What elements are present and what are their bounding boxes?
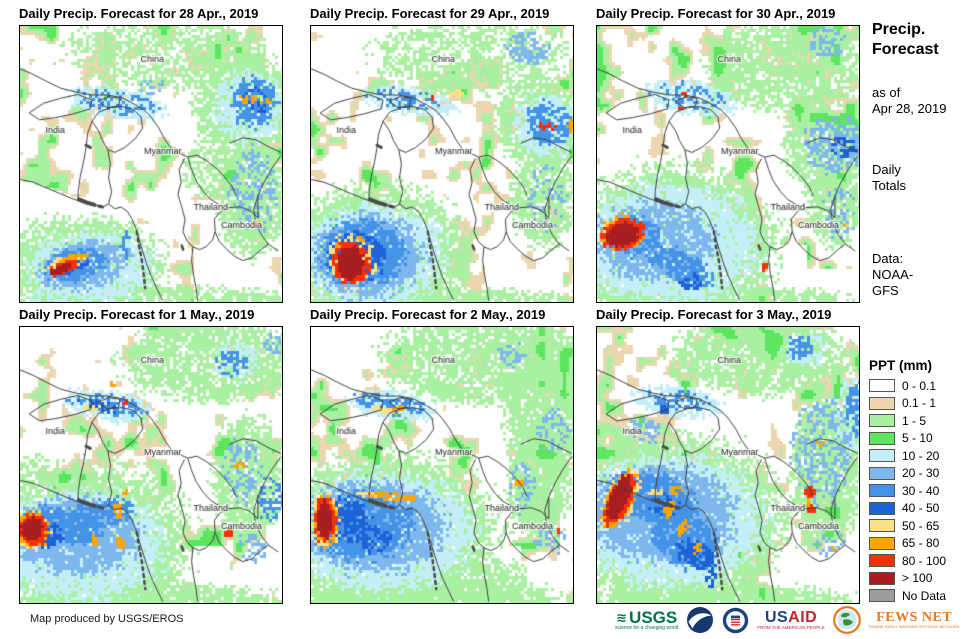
fewsnet-globe-icon — [832, 606, 861, 634]
forecast-panel-5: Daily Precip. Forecast for 2 May., 2019 — [310, 307, 576, 604]
map-canvas-1-may — [19, 326, 283, 604]
legend-row: No Data — [869, 588, 947, 603]
sidebar-title: Precip. Forecast — [872, 21, 939, 58]
legend-swatch — [869, 396, 895, 410]
map-canvas-29-apr — [310, 25, 574, 303]
usaid-tagline: FROM THE AMERICAN PEOPLE — [757, 625, 825, 630]
map-canvas-2-may — [310, 326, 574, 604]
sidebar-asof: as of Apr 28, 2019 — [872, 85, 947, 116]
legend-title: PPT (mm) — [869, 358, 933, 373]
legend-row: 80 - 100 — [869, 553, 947, 568]
legend-label: 30 - 40 — [902, 483, 940, 498]
legend-row: 0.1 - 1 — [869, 396, 946, 410]
panel-title: Daily Precip. Forecast for 2 May., 2019 — [310, 307, 546, 322]
legend-swatch — [869, 484, 895, 497]
legend-label: 0 - 0.1 — [902, 378, 937, 393]
fewsnet-wordmark: FEWS NET — [876, 610, 953, 625]
legend-label: 20 - 30 — [902, 466, 940, 480]
usaid-seal-icon — [723, 607, 749, 633]
usaid-wordmark-us: US — [764, 609, 789, 626]
legend-swatch — [869, 589, 895, 602]
footer-logos: ≋ USGS science for a changing world USAI… — [615, 603, 960, 637]
legend-row: 5 - 10 — [869, 431, 946, 445]
legend: PPT (mm) 0 - 0.1 0.1 - 1 1 - 5 5 - 10 10 - 2… — [869, 358, 946, 607]
legend-swatch — [869, 379, 895, 392]
legend-swatch — [869, 536, 895, 550]
legend-row: 40 - 50 — [869, 501, 946, 515]
legend-label: 5 - 10 — [902, 431, 933, 445]
sidebar-daily-totals: Daily Totals — [872, 162, 906, 193]
map-canvas-28-apr — [19, 25, 283, 303]
legend-label: 65 - 80 — [902, 536, 940, 550]
legend-swatch — [869, 431, 895, 445]
map-canvas-3-may — [596, 326, 860, 604]
legend-swatch — [869, 571, 895, 585]
forecast-panel-1: Daily Precip. Forecast for 28 Apr., 2019 — [19, 6, 285, 303]
panel-title: Daily Precip. Forecast for 29 Apr., 2019 — [310, 6, 550, 21]
legend-entries: 0 - 0.1 0.1 - 1 1 - 5 5 - 10 10 - 20 20 - 30 3… — [869, 378, 947, 603]
usgs-tagline: science for a changing world — [615, 624, 679, 631]
legend-row: > 100 — [869, 571, 946, 585]
legend-row: 0 - 0.1 — [869, 378, 946, 393]
legend-label: > 100 — [902, 571, 933, 585]
fewsnet-logo: FEWS NET FAMINE EARLY WARNING SYSTEMS NE… — [868, 610, 960, 630]
map-canvas-30-apr — [596, 25, 860, 303]
legend-row: 50 - 65 — [869, 518, 946, 533]
legend-row: 1 - 5 — [869, 413, 946, 428]
legend-label: 1 - 5 — [902, 413, 927, 428]
legend-row: 20 - 30 — [869, 466, 946, 480]
usaid-logo: USAID FROM THE AMERICAN PEOPLE — [757, 609, 825, 631]
legend-row: 65 - 80 — [869, 536, 946, 550]
sidebar-data-source: Data: NOAA- GFS — [872, 251, 914, 298]
legend-label: 50 - 65 — [902, 518, 940, 533]
legend-label: 0.1 - 1 — [902, 396, 937, 410]
fewsnet-tagline: FAMINE EARLY WARNING SYSTEMS NETWORK — [868, 624, 960, 629]
usgs-wordmark: USGS — [629, 607, 678, 627]
legend-swatch — [869, 449, 895, 462]
legend-swatch — [869, 519, 895, 532]
usaid-wordmark-aid: AID — [788, 609, 818, 626]
legend-swatch — [869, 466, 895, 480]
panel-title: Daily Precip. Forecast for 1 May., 2019 — [19, 307, 255, 322]
forecast-panel-3: Daily Precip. Forecast for 30 Apr., 2019 — [596, 6, 862, 303]
panel-title: Daily Precip. Forecast for 30 Apr., 2019 — [596, 6, 836, 21]
panel-title: Daily Precip. Forecast for 28 Apr., 2019 — [19, 6, 259, 21]
panel-title: Daily Precip. Forecast for 3 May., 2019 — [596, 307, 832, 322]
legend-label: 10 - 20 — [902, 448, 940, 463]
legend-label: No Data — [902, 588, 947, 603]
legend-row: 30 - 40 — [869, 483, 946, 498]
legend-swatch — [869, 501, 895, 515]
forecast-panel-2: Daily Precip. Forecast for 29 Apr., 2019 — [310, 6, 576, 303]
legend-label: 40 - 50 — [902, 501, 940, 515]
usgs-wave-icon: ≋ — [616, 609, 628, 625]
forecast-panel-6: Daily Precip. Forecast for 3 May., 2019 — [596, 307, 862, 604]
map-credit: Map produced by USGS/EROS — [30, 613, 184, 625]
usgs-logo: ≋ USGS science for a changing world — [615, 607, 679, 631]
legend-row: 10 - 20 — [869, 448, 946, 463]
legend-swatch — [869, 554, 895, 567]
legend-swatch — [869, 414, 895, 427]
noaa-seal-icon — [687, 607, 714, 633]
legend-label: 80 - 100 — [902, 553, 947, 568]
forecast-panel-4: Daily Precip. Forecast for 1 May., 2019 — [19, 307, 285, 604]
